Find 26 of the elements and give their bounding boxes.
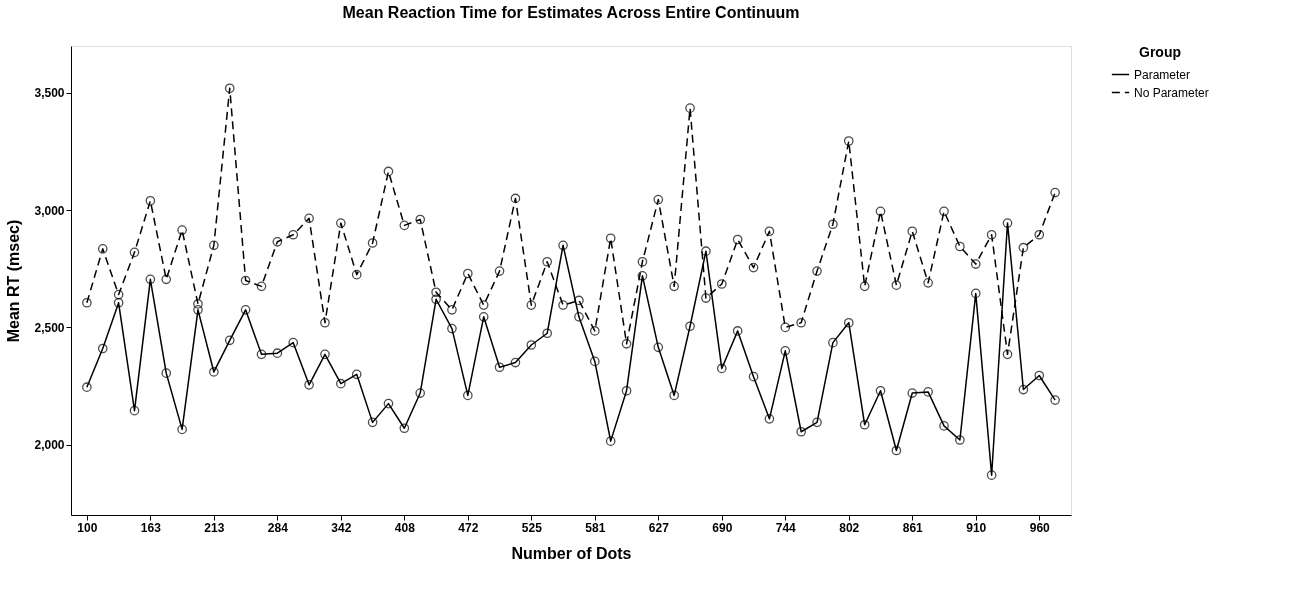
x-tick-label: 910 bbox=[966, 520, 987, 535]
y-axis-title: Mean RT (msec) bbox=[5, 219, 23, 343]
x-tick-label: 802 bbox=[839, 520, 860, 535]
x-tick-label: 581 bbox=[585, 520, 606, 535]
x-tick-label: 472 bbox=[458, 520, 479, 535]
y-tick-label: 2,000 bbox=[34, 438, 65, 453]
y-tick-label: 2,500 bbox=[34, 320, 65, 335]
x-tick-label: 525 bbox=[521, 520, 543, 535]
x-tick-label: 163 bbox=[140, 520, 162, 535]
x-tick-label: 690 bbox=[712, 520, 733, 535]
x-tick-label: 861 bbox=[902, 520, 924, 535]
x-tick-label: 342 bbox=[331, 520, 352, 535]
x-tick-label: 627 bbox=[648, 520, 670, 535]
x-tick-label: 284 bbox=[267, 520, 289, 535]
legend-label: No Parameter bbox=[1134, 85, 1209, 100]
x-tick-label: 960 bbox=[1029, 520, 1051, 535]
legend-title: Group bbox=[1139, 44, 1181, 60]
x-tick-label: 744 bbox=[775, 520, 797, 535]
y-tick-label: 3,500 bbox=[34, 86, 65, 101]
x-tick-label: 213 bbox=[204, 520, 225, 535]
x-tick-label: 408 bbox=[394, 520, 416, 535]
x-tick-label: 100 bbox=[77, 520, 98, 535]
legend-label: Parameter bbox=[1134, 67, 1191, 82]
x-axis-title: Number of Dots bbox=[511, 544, 632, 562]
y-tick-label: 3,000 bbox=[34, 203, 65, 218]
chart-title: Mean Reaction Time for Estimates Across Entire Continuum bbox=[342, 4, 800, 21]
